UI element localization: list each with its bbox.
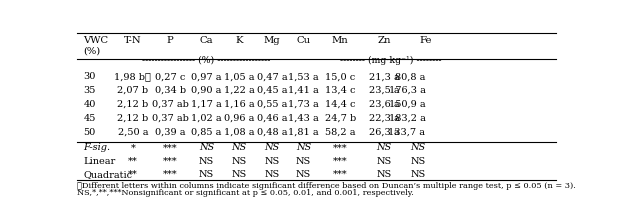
Text: 2,07 b: 2,07 b <box>117 86 148 95</box>
Text: NS: NS <box>199 157 214 166</box>
Text: NS: NS <box>410 170 425 179</box>
Text: 80,8 a: 80,8 a <box>395 72 425 81</box>
Text: 1,22 a: 1,22 a <box>224 86 255 95</box>
Text: Linear: Linear <box>83 157 116 166</box>
Text: T-N: T-N <box>124 36 142 45</box>
Text: NS: NS <box>265 170 280 179</box>
Text: 35: 35 <box>83 86 96 95</box>
Text: 21,3 a: 21,3 a <box>369 72 400 81</box>
Text: NS: NS <box>199 170 214 179</box>
Text: 1,43 a: 1,43 a <box>288 114 319 123</box>
Text: Cu: Cu <box>296 36 310 45</box>
Text: 0,39 a: 0,39 a <box>155 128 185 137</box>
Text: 0,45 a: 0,45 a <box>257 86 287 95</box>
Text: NS: NS <box>265 157 280 166</box>
Text: ᶑDifferent letters within columns indicate significant difference based on Dunca: ᶑDifferent letters within columns indica… <box>77 181 576 190</box>
Text: 26,3 a: 26,3 a <box>369 128 400 137</box>
Text: 23,5 a: 23,5 a <box>369 86 400 95</box>
Text: 0,27 c: 0,27 c <box>155 72 185 81</box>
Text: NS: NS <box>232 143 247 152</box>
Text: NS: NS <box>265 143 280 152</box>
Text: K: K <box>235 36 243 45</box>
Text: 1,05 a: 1,05 a <box>224 72 255 81</box>
Text: 1,08 a: 1,08 a <box>224 128 255 137</box>
Text: 1,17 a: 1,17 a <box>191 100 222 109</box>
Text: 1,73 a: 1,73 a <box>288 100 319 109</box>
Text: 2,12 b: 2,12 b <box>117 100 148 109</box>
Text: 0,85 a: 0,85 a <box>192 128 222 137</box>
Text: 0,37 ab: 0,37 ab <box>152 114 188 123</box>
Text: 50: 50 <box>83 128 96 137</box>
Text: 1,53 a: 1,53 a <box>288 72 319 81</box>
Text: 1,81 a: 1,81 a <box>288 128 319 137</box>
Text: 15,0 c: 15,0 c <box>325 72 355 81</box>
Text: 0,97 a: 0,97 a <box>192 72 222 81</box>
Text: -------- (mg·kg⁻¹) --------: -------- (mg·kg⁻¹) -------- <box>341 56 442 65</box>
Text: 22,3 a: 22,3 a <box>369 114 400 123</box>
Text: 0,55 a: 0,55 a <box>257 100 287 109</box>
Text: 1,41 a: 1,41 a <box>288 86 319 95</box>
Text: 1,16 a: 1,16 a <box>224 100 255 109</box>
Text: Mg: Mg <box>264 36 281 45</box>
Text: ----------------- (%) -----------------: ----------------- (%) ----------------- <box>142 56 271 65</box>
Text: *: * <box>130 143 135 152</box>
Text: 2,12 b: 2,12 b <box>117 114 148 123</box>
Text: Quadratic: Quadratic <box>83 170 133 179</box>
Text: Mn: Mn <box>332 36 349 45</box>
Text: Ca: Ca <box>200 36 213 45</box>
Text: 0,48 a: 0,48 a <box>257 128 287 137</box>
Text: NS: NS <box>232 157 247 166</box>
Text: NS: NS <box>376 157 392 166</box>
Text: 0,34 b: 0,34 b <box>154 86 186 95</box>
Text: 0,46 a: 0,46 a <box>257 114 287 123</box>
Text: 45: 45 <box>83 114 96 123</box>
Text: Zn: Zn <box>378 36 391 45</box>
Text: ***: *** <box>333 157 347 166</box>
Text: NS: NS <box>376 170 392 179</box>
Text: ***: *** <box>333 170 347 179</box>
Text: NS: NS <box>295 170 311 179</box>
Text: 2,50 a: 2,50 a <box>117 128 148 137</box>
Text: (%): (%) <box>83 46 101 55</box>
Text: 1,98 bᶑ: 1,98 bᶑ <box>114 72 151 81</box>
Text: ***: *** <box>163 170 177 179</box>
Text: 40: 40 <box>83 100 96 109</box>
Text: Fe: Fe <box>419 36 432 45</box>
Text: NS,*,**,***Nonsignificant or significant at p ≤ 0.05, 0.01, and 0.001, respectiv: NS,*,**,***Nonsignificant or significant… <box>77 189 414 197</box>
Text: 13,4 c: 13,4 c <box>325 86 355 95</box>
Text: ***: *** <box>163 157 177 166</box>
Text: NS: NS <box>199 143 214 152</box>
Text: **: ** <box>128 157 138 166</box>
Text: NS: NS <box>296 143 311 152</box>
Text: 24,7 b: 24,7 b <box>324 114 356 123</box>
Text: NS: NS <box>295 157 311 166</box>
Text: 183,2 a: 183,2 a <box>389 114 425 123</box>
Text: 1,02 a: 1,02 a <box>191 114 222 123</box>
Text: 0,47 a: 0,47 a <box>257 72 287 81</box>
Text: 133,7 a: 133,7 a <box>389 128 425 137</box>
Text: P: P <box>167 36 174 45</box>
Text: NS: NS <box>410 143 425 152</box>
Text: 23,6 a: 23,6 a <box>369 100 400 109</box>
Text: 0,90 a: 0,90 a <box>192 86 222 95</box>
Text: NS: NS <box>232 170 247 179</box>
Text: 176,3 a: 176,3 a <box>389 86 425 95</box>
Text: NS: NS <box>410 157 425 166</box>
Text: ***: *** <box>333 143 347 152</box>
Text: 58,2 a: 58,2 a <box>325 128 355 137</box>
Text: 14,4 c: 14,4 c <box>325 100 355 109</box>
Text: 30: 30 <box>83 72 96 81</box>
Text: ***: *** <box>163 143 177 152</box>
Text: 150,9 a: 150,9 a <box>389 100 425 109</box>
Text: 0,96 a: 0,96 a <box>224 114 255 123</box>
Text: F-sig.: F-sig. <box>83 143 111 152</box>
Text: **: ** <box>128 170 138 179</box>
Text: NS: NS <box>377 143 392 152</box>
Text: VWC: VWC <box>83 36 109 45</box>
Text: 0,37 ab: 0,37 ab <box>152 100 188 109</box>
